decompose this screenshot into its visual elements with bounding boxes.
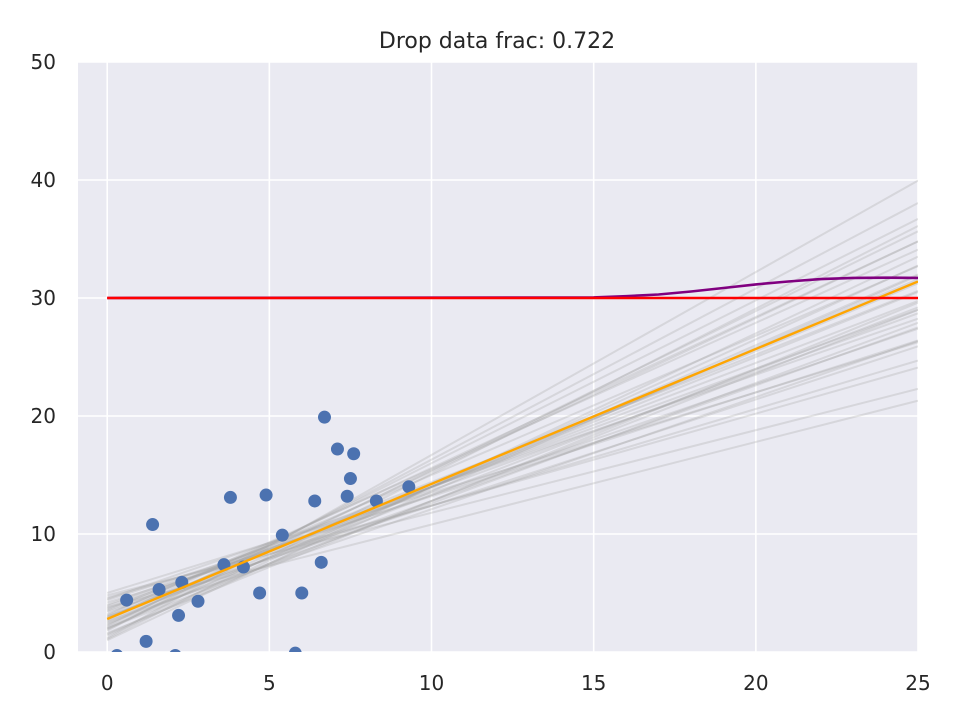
plot-marks (106, 179, 918, 652)
posterior-sample-line (106, 321, 918, 625)
y-tick-label: 50 (31, 50, 56, 74)
x-tick-label: 20 (743, 671, 768, 695)
data-point (223, 490, 237, 504)
data-point (169, 649, 181, 652)
data-point (139, 634, 153, 648)
posterior-sample-line (106, 265, 918, 616)
data-point (317, 410, 331, 424)
smooth-curve (107, 276, 918, 300)
x-tick-label: 5 (263, 671, 276, 695)
data-point (402, 480, 416, 494)
y-tick-label: 40 (31, 168, 56, 192)
data-point (369, 494, 383, 508)
data-point (259, 488, 273, 502)
y-tick-label: 20 (31, 404, 56, 428)
y-tick-label: 10 (31, 522, 56, 546)
data-point (330, 442, 344, 456)
x-tick-label: 0 (101, 671, 114, 695)
fit-line (106, 280, 918, 621)
posterior-sample-line (106, 341, 918, 594)
posterior-sample-line (106, 240, 918, 620)
data-point (152, 582, 166, 596)
data-point (314, 555, 328, 569)
x-tick-label: 15 (581, 671, 606, 695)
x-tick-label: 10 (419, 671, 444, 695)
data-point (295, 586, 309, 600)
data-point (172, 608, 186, 622)
plot-area (78, 62, 918, 652)
posterior-sample-line (106, 317, 918, 600)
data-point (120, 593, 134, 607)
posterior-sample-line (106, 340, 918, 623)
chart-title: Drop data frac: 0.722 (379, 29, 615, 54)
data-point (146, 518, 160, 532)
y-tick-label: 30 (31, 286, 56, 310)
posterior-sample-line (106, 274, 918, 637)
posterior-sample-line (106, 248, 918, 617)
x-tick-label: 25 (905, 671, 930, 695)
posterior-sample-line (106, 301, 918, 635)
posterior-sample-line (106, 366, 918, 599)
data-point (343, 472, 357, 486)
posterior-sample-line (106, 255, 918, 642)
posterior-sample-line (106, 300, 918, 612)
data-point (288, 646, 302, 652)
data-point (347, 447, 361, 461)
posterior-sample-line (106, 202, 918, 632)
x-axis: 0 5 10 15 20 25 (101, 671, 931, 695)
posterior-sample-line (106, 312, 918, 610)
y-tick-label: 0 (43, 640, 56, 664)
data-point (308, 494, 322, 508)
data-point (191, 594, 205, 608)
data-point (111, 649, 123, 652)
data-point (275, 528, 289, 542)
data-point (340, 489, 354, 503)
posterior-sample-line (106, 339, 918, 602)
posterior-sample-line (106, 218, 918, 627)
y-axis: 0 10 20 30 40 50 (31, 50, 56, 664)
posterior-sample-line (106, 308, 918, 630)
posterior-sample-line (106, 308, 918, 606)
posterior-sample-line (106, 327, 918, 607)
data-point (253, 586, 267, 600)
